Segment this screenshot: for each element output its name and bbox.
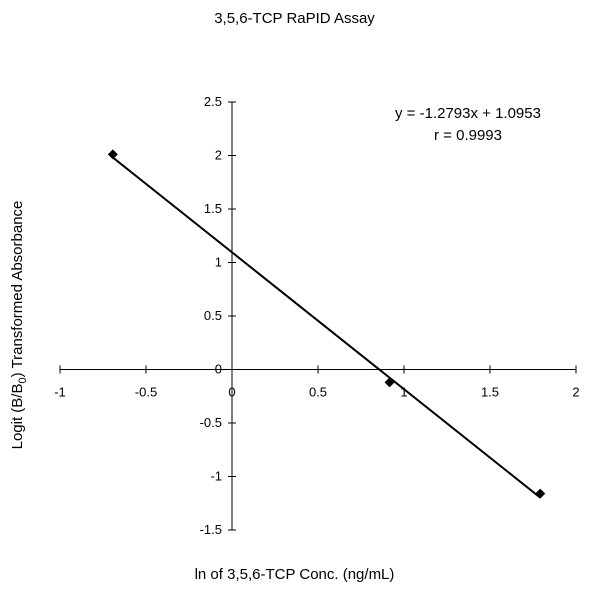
correlation-value: r = 0.9993 xyxy=(434,127,502,144)
y-tick-label: -1.5 xyxy=(200,522,222,537)
data-point-diamond xyxy=(535,488,546,499)
x-tick-label: -1 xyxy=(54,385,66,400)
y-tick-label: 2.5 xyxy=(204,94,222,109)
y-tick-label: 0.5 xyxy=(204,308,222,323)
trendline xyxy=(112,156,541,499)
y-axis-label-suffix: ) Transformed Absorbance xyxy=(9,200,26,378)
x-tick-label: 0.5 xyxy=(309,385,327,400)
y-tick-label: 0 xyxy=(215,362,222,377)
x-tick-label: 1 xyxy=(400,385,407,400)
y-tick-label: -0.5 xyxy=(200,415,222,430)
x-tick-label: 0 xyxy=(228,385,235,400)
y-axis-label-prefix: Logit (B/B xyxy=(9,383,26,450)
trendline-equation: y = -1.2793x + 1.0953 xyxy=(395,105,541,122)
data-point-diamond xyxy=(384,377,395,388)
y-tick-label: 2 xyxy=(215,148,222,163)
y-axis-label-subscript: 0 xyxy=(17,377,29,384)
y-tick-label: 1.5 xyxy=(204,201,222,216)
x-tick-label: -0.5 xyxy=(135,385,157,400)
x-tick-label: 2 xyxy=(572,385,579,400)
y-tick-label: -1 xyxy=(210,469,222,484)
chart-title: 3,5,6-TCP RaPID Assay xyxy=(214,10,375,27)
x-tick-label: 1.5 xyxy=(481,385,499,400)
x-axis-label: ln of 3,5,6-TCP Conc. (ng/mL) xyxy=(194,566,395,583)
data-point-diamond xyxy=(107,149,118,160)
y-tick-label: 1 xyxy=(215,255,222,270)
